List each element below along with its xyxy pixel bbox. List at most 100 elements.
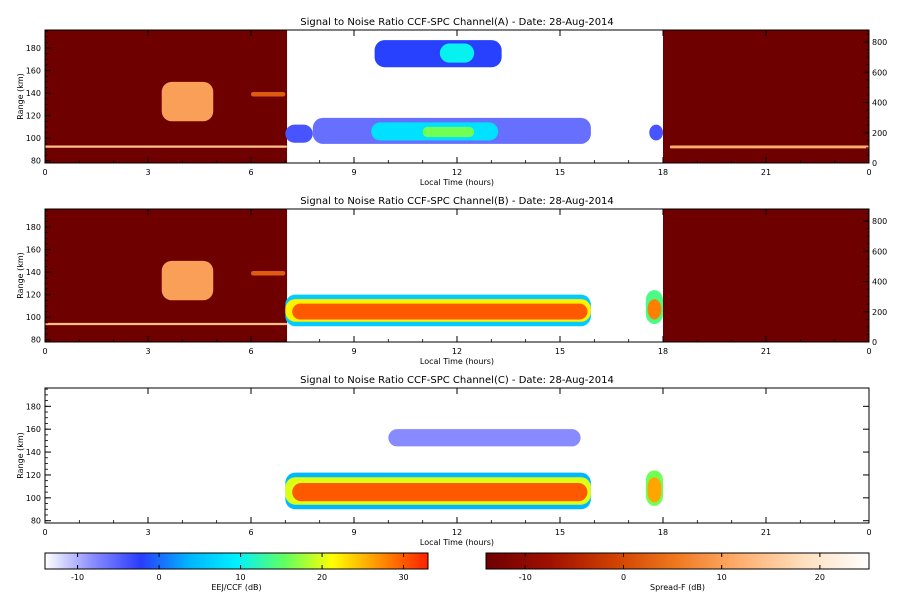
y-tick-label: 140 <box>26 89 41 98</box>
y-tick-label: 160 <box>26 246 41 255</box>
right-tick-label: 0 <box>872 338 877 347</box>
x-tick-label: 0 <box>42 347 47 356</box>
y-tick-label: 80 <box>31 157 41 166</box>
x-tick-label: 21 <box>761 528 771 537</box>
colorbar-tick-label: -10 <box>519 573 532 582</box>
colorbar-tick-label: 10 <box>235 573 245 582</box>
x-tick-label: 15 <box>555 168 565 177</box>
x-tick-label: 15 <box>555 528 565 537</box>
y-tick-label: 140 <box>26 268 41 277</box>
chart-title: Signal to Noise Ratio CCF-SPC Channel(C)… <box>300 375 614 386</box>
right-tick-label: 400 <box>872 278 887 287</box>
x-tick-label: 0 <box>42 528 47 537</box>
panel-0: Signal to Noise Ratio CCF-SPC Channel(A)… <box>16 17 887 187</box>
heatmap-layer-11 <box>439 43 475 63</box>
heatmap-layer-4 <box>161 81 214 122</box>
y-tick-label: 120 <box>26 112 41 121</box>
x-tick-label: 3 <box>145 168 150 177</box>
x-tick-label: 12 <box>452 347 462 356</box>
heatmap-layer-2 <box>292 482 588 502</box>
x-tick-label: 9 <box>351 168 356 177</box>
x-tick-label: 12 <box>452 528 462 537</box>
x-tick-label: 0 <box>866 528 871 537</box>
heatmap-layer-4 <box>251 270 286 276</box>
heatmap-layer-7 <box>292 303 588 320</box>
heatmap-layers <box>45 30 869 163</box>
heatmap-layer-1 <box>663 209 869 342</box>
y-tick-label: 80 <box>31 517 41 526</box>
x-tick-label: 18 <box>658 168 668 177</box>
x-axis-label: Local Time (hours) <box>420 357 494 366</box>
colorbar-label: EEJ/CCF (dB) <box>211 583 261 592</box>
y-tick-label: 180 <box>26 44 41 53</box>
heatmap-layer-3 <box>669 145 869 149</box>
colorbar-tick-label: -10 <box>71 573 84 582</box>
colorbar-tick-label: 0 <box>157 573 162 582</box>
x-tick-label: 3 <box>145 528 150 537</box>
x-tick-label: 12 <box>452 168 462 177</box>
y-tick-label: 100 <box>26 134 41 143</box>
x-tick-label: 6 <box>248 528 253 537</box>
y-tick-label: 120 <box>26 471 41 480</box>
colorbar-tick-label: 20 <box>317 573 327 582</box>
y-tick-label: 140 <box>26 448 41 457</box>
x-axis-label: Local Time (hours) <box>420 538 494 547</box>
x-tick-label: 3 <box>145 347 150 356</box>
heatmap-layer-5 <box>647 477 662 503</box>
colorbar-spread: -10 0 10 20 Spread-F (dB) <box>485 552 870 592</box>
right-tick-label: 200 <box>872 308 887 317</box>
x-tick-label: 9 <box>351 528 356 537</box>
colorbar-label: Spread-F (dB) <box>650 583 705 592</box>
x-tick-label: 21 <box>761 347 771 356</box>
heatmap-layer-3 <box>388 429 581 447</box>
heatmap-layer-9 <box>647 299 662 320</box>
colorbar-tick-label: 0 <box>621 573 626 582</box>
right-tick-label: 600 <box>872 68 887 77</box>
heatmap-layer-3 <box>161 260 214 301</box>
heatmap-layer-9 <box>422 126 475 138</box>
right-tick-label: 800 <box>872 38 887 47</box>
y-tick-label: 160 <box>26 67 41 76</box>
x-tick-label: 0 <box>866 347 871 356</box>
y-tick-label: 180 <box>26 402 41 411</box>
y-axis-label: Range (km) <box>16 252 25 299</box>
chart-title: Signal to Noise Ratio CCF-SPC Channel(B)… <box>300 196 614 207</box>
x-tick-label: 15 <box>555 347 565 356</box>
x-tick-label: 18 <box>658 528 668 537</box>
heatmap-layer-2 <box>45 145 288 148</box>
heatmap-layers <box>285 429 663 510</box>
y-tick-label: 180 <box>26 223 41 232</box>
colorbar-gradient <box>485 552 870 570</box>
x-axis-label: Local Time (hours) <box>420 178 494 187</box>
heatmap-layers <box>45 209 869 342</box>
colorbar-eej: -10 0 10 20 30 EEJ/CCF (dB) <box>44 552 429 592</box>
right-tick-label: 800 <box>872 217 887 226</box>
colorbar-tick-label: 30 <box>398 573 408 582</box>
heatmap-layer-10 <box>374 40 502 68</box>
heatmap-layer-5 <box>251 91 286 97</box>
panel-1: Signal to Noise Ratio CCF-SPC Channel(B)… <box>16 196 887 366</box>
heatmap-layer-2 <box>45 322 288 326</box>
x-tick-label: 18 <box>658 347 668 356</box>
y-tick-label: 100 <box>26 313 41 322</box>
right-tick-label: 400 <box>872 99 887 108</box>
panel-2: Signal to Noise Ratio CCF-SPC Channel(C)… <box>16 375 872 547</box>
y-tick-label: 80 <box>31 336 41 345</box>
y-tick-label: 160 <box>26 425 41 434</box>
heatmap-layer-12 <box>649 124 663 141</box>
colorbar-gradient <box>44 552 429 570</box>
x-tick-label: 0 <box>866 168 871 177</box>
chart-title: Signal to Noise Ratio CCF-SPC Channel(A)… <box>300 17 614 28</box>
x-tick-label: 6 <box>248 168 253 177</box>
colorbar-tick-label: 20 <box>815 573 825 582</box>
right-tick-label: 200 <box>872 129 887 138</box>
colorbar-tick-label: 10 <box>717 573 727 582</box>
x-tick-label: 6 <box>248 347 253 356</box>
x-tick-label: 9 <box>351 347 356 356</box>
y-axis-label: Range (km) <box>16 73 25 120</box>
x-tick-label: 0 <box>42 168 47 177</box>
right-tick-label: 600 <box>872 247 887 256</box>
y-tick-label: 120 <box>26 291 41 300</box>
heatmap-layer-6 <box>285 124 313 143</box>
